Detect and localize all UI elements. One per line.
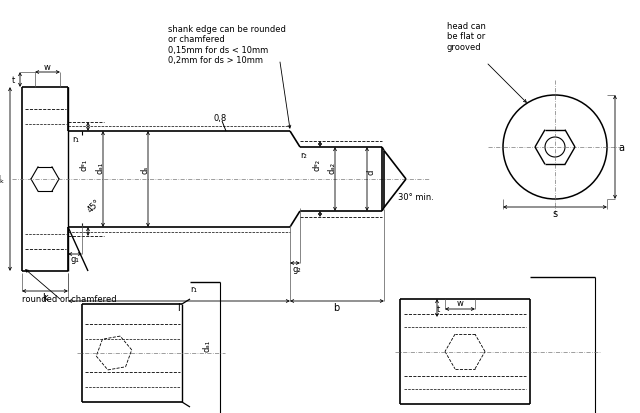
Text: t: t (436, 304, 440, 313)
Text: l: l (178, 302, 180, 312)
Text: t: t (12, 76, 15, 85)
Text: dₐ₁: dₐ₁ (95, 161, 104, 173)
Text: 30° min.: 30° min. (398, 193, 434, 202)
Text: k: k (42, 292, 48, 302)
Text: dₐ₂: dₐ₂ (328, 161, 337, 173)
Text: g₁: g₁ (70, 255, 79, 264)
Text: head can
be flat or
grooved: head can be flat or grooved (447, 22, 486, 52)
Text: dᵍ₂: dᵍ₂ (312, 159, 321, 171)
Text: d: d (367, 169, 376, 174)
Text: r₂: r₂ (301, 150, 307, 159)
Text: dₖ: dₖ (0, 175, 5, 185)
Text: a: a (618, 142, 624, 153)
Text: rounded or chamfered: rounded or chamfered (22, 295, 116, 304)
Text: s: s (552, 209, 557, 218)
Text: shank edge can be rounded
or chamfered
0,15mm for ds < 10mm
0,2mm for ds > 10mm: shank edge can be rounded or chamfered 0… (168, 25, 286, 65)
Text: b: b (333, 302, 339, 312)
Text: dₛ: dₛ (141, 165, 150, 174)
Text: r₁: r₁ (72, 135, 79, 144)
Text: dₐ₁: dₐ₁ (202, 339, 211, 351)
Text: 45°: 45° (86, 197, 102, 214)
Text: g₂: g₂ (292, 264, 301, 273)
Text: w: w (44, 63, 51, 72)
Text: dᵍ₁: dᵍ₁ (79, 159, 88, 171)
Text: 0,8: 0,8 (213, 113, 227, 122)
Text: w: w (456, 299, 463, 308)
Text: r₁: r₁ (191, 284, 197, 293)
